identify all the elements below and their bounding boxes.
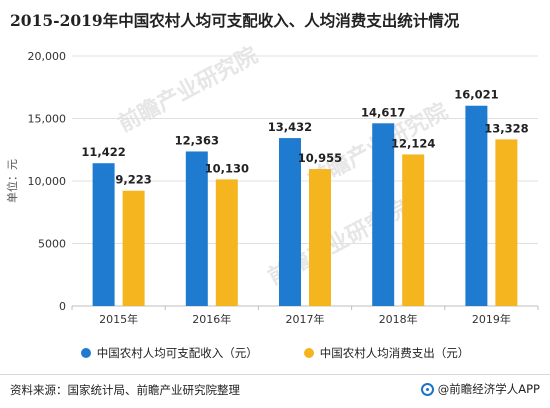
data-label-income: 11,422 — [81, 145, 125, 159]
brand-logo-icon — [420, 382, 434, 396]
x-tick-label: 2017年 — [286, 312, 325, 326]
footer-divider — [0, 374, 550, 375]
chart-title: 2015-2019年中国农村人均可支配收入、人均消费支出统计情况 — [10, 11, 460, 30]
legend-item-income[interactable]: 中国农村人均可支配收入（元） — [80, 345, 258, 361]
data-label-income: 12,363 — [175, 133, 219, 147]
brand-label: @前瞻经济学人APP — [437, 382, 540, 396]
data-label-consumption: 12,124 — [391, 136, 435, 150]
legend-label-income: 中国农村人均可支配收入（元） — [96, 346, 258, 360]
y-tick-label: 15,000 — [28, 113, 67, 126]
legend-swatch-consumption — [303, 348, 314, 358]
legend-item-consumption[interactable]: 中国农村人均消费支出（元） — [303, 345, 470, 361]
bar-consumption — [402, 154, 425, 306]
data-label-income: 14,617 — [361, 105, 405, 119]
data-label-consumption: 13,328 — [484, 121, 528, 135]
brand-credit[interactable]: @前瞻经济学人APP — [420, 381, 540, 397]
bar-income — [372, 123, 395, 306]
data-label-consumption: 9,223 — [115, 173, 151, 187]
x-tick-label: 2015年 — [99, 312, 138, 326]
x-tick-label: 2019年 — [472, 312, 511, 326]
y-axis-label: 单位：元 — [5, 159, 19, 203]
x-tick-label: 2018年 — [379, 312, 418, 326]
data-label-income: 13,432 — [268, 120, 312, 134]
bar-consumption — [215, 179, 238, 306]
y-tick-label: 10,000 — [28, 175, 67, 188]
x-tick-label: 2016年 — [192, 312, 231, 326]
bar-chart: 0 5000 10,000 15,000 20,000 单位：元 2015年 11,422 9,… — [5, 50, 539, 326]
legend-swatch-income — [80, 348, 91, 358]
y-tick-label: 20,000 — [28, 50, 67, 63]
y-tick-label: 5000 — [38, 238, 66, 251]
bar-consumption — [309, 169, 331, 306]
legend: 中国农村人均可支配收入（元） 中国农村人均消费支出（元） — [0, 345, 550, 361]
bar-consumption — [122, 190, 145, 306]
bar-income — [92, 163, 115, 306]
data-label-consumption: 10,955 — [298, 151, 342, 165]
bar-income — [465, 105, 488, 306]
bar-income — [185, 151, 208, 306]
y-tick-label: 0 — [59, 300, 66, 313]
legend-label-consumption: 中国农村人均消费支出（元） — [319, 346, 470, 360]
bar-consumption — [495, 139, 518, 306]
data-label-income: 16,021 — [454, 88, 498, 102]
data-label-consumption: 10,130 — [205, 161, 249, 175]
source-note: 资料来源：国家统计局、前瞻产业研究院整理 — [10, 383, 240, 397]
bar-income — [279, 138, 301, 306]
